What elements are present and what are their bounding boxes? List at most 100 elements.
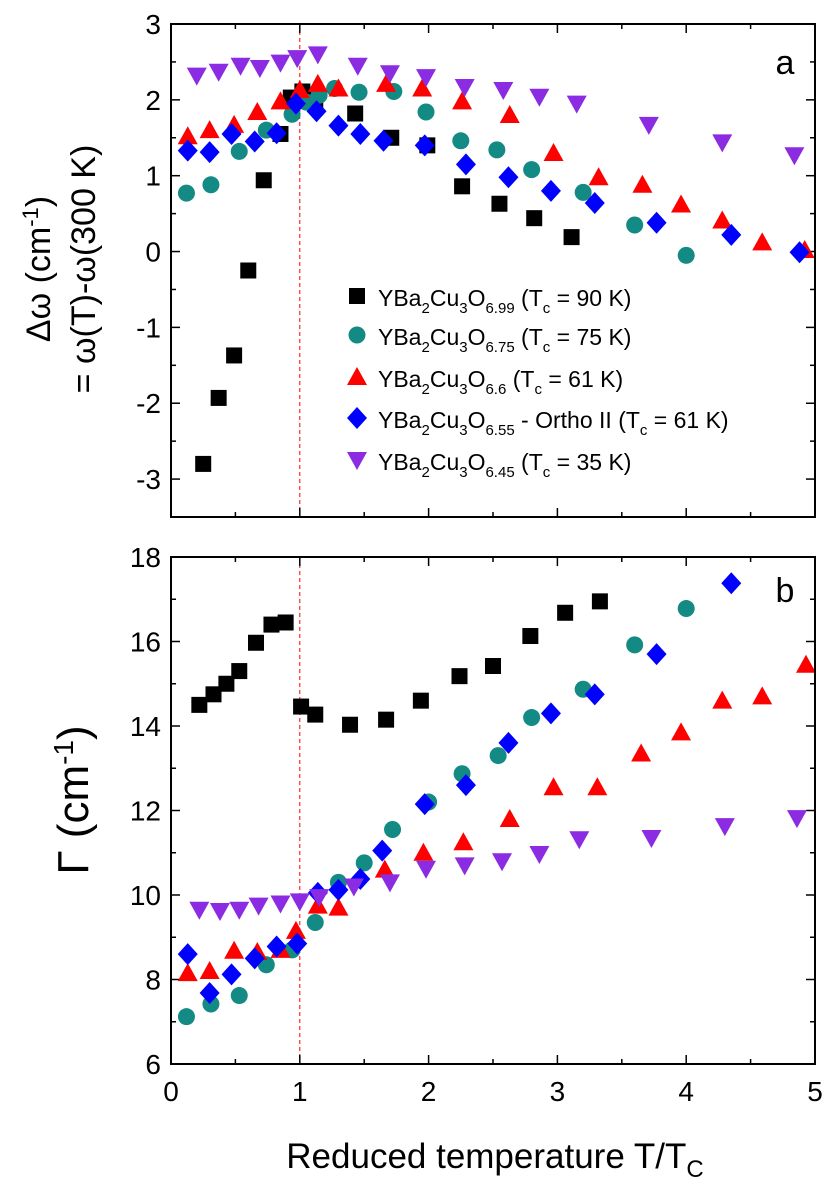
series-square (191, 593, 608, 733)
data-point (489, 747, 507, 765)
data-point (249, 59, 270, 78)
data-point (199, 120, 220, 139)
data-point (306, 100, 327, 123)
data-point (248, 634, 265, 651)
data-point (199, 141, 220, 164)
data-point (270, 895, 291, 914)
panel-label: b (776, 572, 795, 610)
data-point (355, 854, 373, 872)
data-point (202, 176, 220, 194)
data-point (307, 73, 328, 92)
data-point (646, 643, 667, 666)
data-point (230, 57, 251, 76)
data-point (451, 668, 468, 685)
data-point (247, 101, 268, 120)
data-point (244, 130, 265, 153)
data-point (287, 50, 308, 69)
data-point (285, 92, 306, 115)
data-point (499, 808, 520, 827)
data-point (540, 702, 561, 725)
data-point (632, 174, 653, 193)
data-point (177, 139, 198, 162)
data-point (454, 78, 475, 97)
y-tick-label: 14 (130, 711, 161, 742)
series-diamond (177, 572, 742, 1005)
data-point (240, 262, 257, 279)
data-point (452, 132, 470, 150)
x-tick-label: 2 (421, 1076, 437, 1107)
data-point (186, 67, 207, 86)
data-point (417, 103, 435, 121)
data-point (177, 184, 195, 202)
y-tick-label: 6 (145, 1049, 161, 1080)
data-point (587, 777, 608, 796)
data-point (584, 683, 605, 706)
data-point (712, 210, 733, 229)
data-point (307, 706, 324, 723)
y-tick-label: -2 (136, 388, 161, 419)
data-point (293, 698, 310, 715)
data-point (721, 572, 742, 595)
data-point (277, 614, 294, 631)
data-point (244, 947, 265, 970)
panel-a: -3 -2 -1 0 1 2 3 a Δω (cm-1) = ω(T)-ω(300 K) YBa2C… (18, 9, 816, 518)
data-point (343, 878, 364, 897)
data-point (454, 178, 471, 195)
data-point (626, 636, 644, 654)
legend: YBa2Cu3O6.99 (Tc = 90 K) YBa2Cu3O6.75 (Tc… (347, 285, 729, 481)
data-point (266, 935, 287, 958)
legend-label: YBa2Cu3O6.75 (Tc = 75 K) (378, 324, 631, 356)
data-point (786, 810, 807, 829)
data-point (416, 860, 437, 879)
data-point (641, 829, 662, 848)
data-point (584, 191, 605, 214)
y-tick-label: 12 (130, 796, 161, 827)
data-point (177, 126, 198, 145)
data-point (540, 179, 561, 202)
data-point (372, 839, 393, 862)
data-point (671, 722, 692, 741)
data-point (566, 95, 587, 114)
y-tick-label: 1 (145, 161, 161, 192)
data-point (752, 232, 773, 251)
x-tick-label: 3 (550, 1076, 566, 1107)
data-point (285, 920, 306, 939)
data-point (677, 600, 695, 618)
data-point (289, 79, 310, 98)
data-point (543, 777, 564, 796)
data-point (376, 73, 397, 92)
legend-label: YBa2Cu3O6.6 (Tc = 61 K) (378, 366, 623, 398)
legend-marker (347, 407, 367, 429)
y-axis-label-a: Δω (cm-1) (18, 196, 58, 342)
data-point (230, 142, 248, 160)
legend-marker (348, 326, 366, 344)
plot-frame (170, 556, 816, 1065)
data-point (379, 65, 400, 84)
series-triangle-down (186, 46, 805, 166)
data-point (205, 686, 222, 703)
x-tick-label: 0 (163, 1076, 179, 1107)
data-point (488, 141, 506, 159)
data-point (224, 940, 245, 959)
data-point (208, 63, 229, 82)
data-point (289, 893, 310, 912)
data-point (646, 211, 667, 234)
x-axis-label: Reduced temperature T/TC (286, 1137, 703, 1179)
data-point (384, 821, 402, 839)
data-point (378, 711, 395, 728)
data-point (226, 347, 243, 364)
legend-marker (347, 452, 367, 470)
data-point (177, 943, 198, 966)
data-point (373, 129, 394, 152)
data-point (529, 88, 550, 107)
data-point (328, 897, 349, 916)
legend-label: YBa2Cu3O6.99 (Tc = 90 K) (378, 285, 631, 317)
data-point (523, 161, 541, 179)
y-axis-label-b: Γ (cm-1) (48, 725, 98, 874)
data-point (412, 78, 433, 97)
data-point (307, 46, 328, 65)
data-point (569, 831, 590, 850)
plot-frame (170, 23, 816, 518)
data-point (199, 982, 220, 1005)
data-point (795, 654, 816, 673)
